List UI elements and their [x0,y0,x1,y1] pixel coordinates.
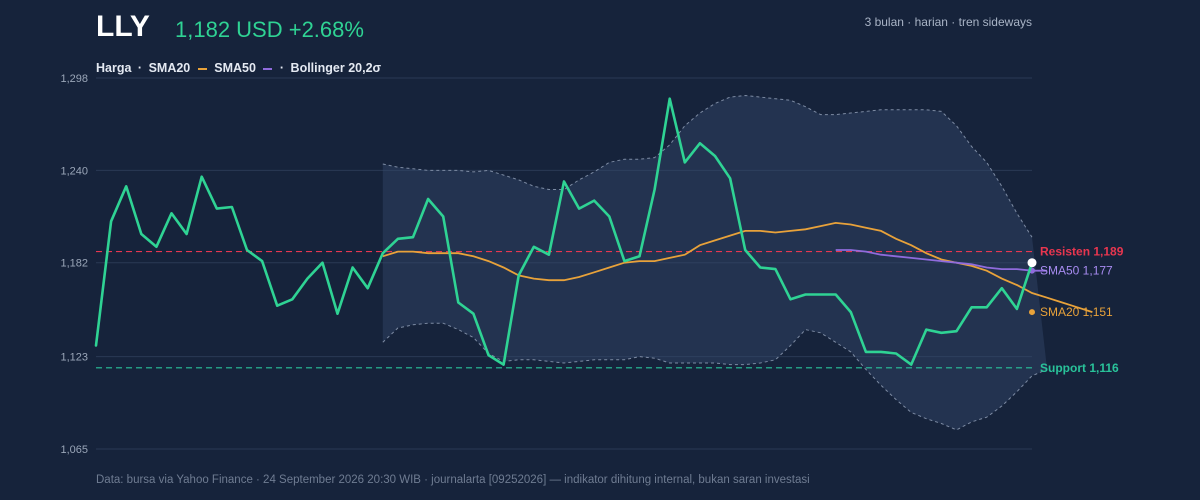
sma20-end-point [1029,309,1035,316]
price-change: 1,182 USD +2.68% [175,17,364,42]
legend-sep-2: · [279,61,285,75]
footer-source: Data: bursa via Yahoo Finance · 24 Septe… [96,474,810,486]
legend: Harga · SMA20 SMA50 · Bollinger 20,2σ [96,61,381,75]
legend-sma20-swatch [197,67,207,70]
legend-sma50-swatch [263,67,273,70]
bollinger-upper-line [382,94,1033,238]
support-label: Support 1,116 [1040,361,1119,375]
sma50-line [835,249,1048,272]
legend-price: Harga [96,61,132,75]
resistance-label: Resisten 1,189 [1040,245,1124,259]
price-line [94,97,1034,366]
price-last-point [1027,258,1037,268]
y-tick-label-3: 1,123 [60,352,88,364]
chart-meta: 3 bulan · harian · tren sideways [864,15,1032,29]
sma50-end-label: SMA50 1,177 [1040,264,1113,278]
ticker-symbol: LLY [96,10,150,43]
sma20-line [382,221,1093,313]
legend-bollinger: Bollinger 20,2σ [290,61,382,75]
bollinger-lower-line [382,322,1048,431]
legend-sep: · [137,61,143,75]
y-tick-label-2: 1,182 [60,258,88,270]
y-tick-label-1: 1,240 [60,165,88,177]
y-tick-label-0: 1,298 [60,73,88,85]
legend-sma50: SMA50 [214,61,256,75]
legend-sma20: SMA20 [148,61,191,75]
sma20-end-label: SMA20 1,151 [1040,305,1113,319]
bollinger-band-area [382,95,1048,430]
y-tick-label-4: 1,065 [60,444,88,456]
